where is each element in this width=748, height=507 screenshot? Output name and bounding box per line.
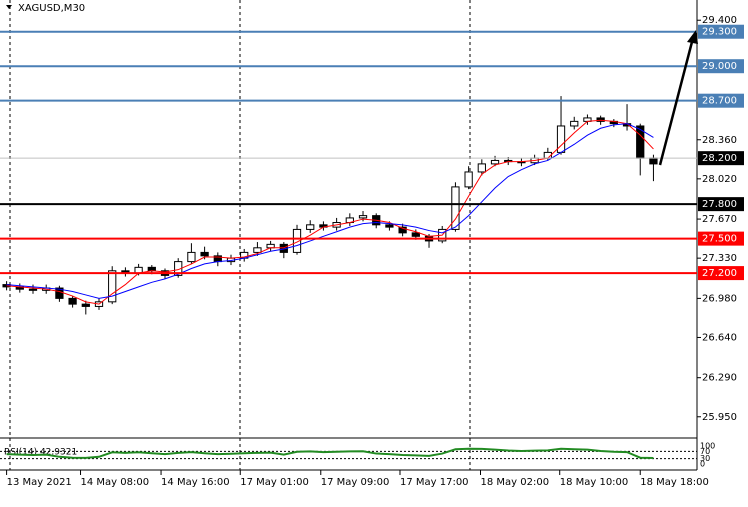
forecast-arrow <box>658 37 695 166</box>
candle-body <box>147 266 156 272</box>
x-tick-label: 18 May 18:00 <box>640 477 709 488</box>
indicator-tick-label: 30 <box>700 454 710 463</box>
level-label-box <box>698 266 744 281</box>
y-tick-label: 26.980 <box>702 293 737 304</box>
candle-body <box>411 232 420 237</box>
x-tick-label: 14 May 08:00 <box>81 477 150 488</box>
candle-body <box>28 288 38 291</box>
candle-body <box>253 247 262 253</box>
candle-body <box>266 243 275 249</box>
indicator-tick-label: 100 <box>700 442 715 451</box>
y-tick-label: 27.330 <box>702 253 737 264</box>
level-label-box <box>698 59 744 74</box>
level-label-box <box>698 197 744 212</box>
candle-body <box>200 251 209 257</box>
candle-body <box>81 303 90 307</box>
indicator-line <box>6 447 654 460</box>
candle-body <box>292 228 302 253</box>
candle-body <box>451 186 460 230</box>
indicator-tick-label: 0 <box>700 460 705 469</box>
level-label: 27.500 <box>702 234 737 245</box>
x-tick-label: 17 May 01:00 <box>240 477 309 488</box>
level-label: 27.200 <box>702 268 737 279</box>
x-tick-label: 14 May 16:00 <box>161 477 230 488</box>
candle-body <box>68 297 77 305</box>
level-label: 28.700 <box>702 96 737 107</box>
indicator-label: RSI(14) 42.9321 <box>4 448 77 458</box>
y-tick-label: 27.670 <box>702 214 737 225</box>
candle-body <box>464 171 473 188</box>
indicator-tick-label: 70 <box>700 447 710 456</box>
candle-body <box>385 224 394 228</box>
y-tick-label: 25.950 <box>702 412 737 423</box>
level-label: 29.300 <box>702 27 737 38</box>
level-label-box <box>698 24 744 39</box>
candle-body <box>358 215 368 219</box>
x-tick-label: 13 May 2021 <box>7 477 72 488</box>
y-tick-label: 28.020 <box>702 174 737 185</box>
candle-body <box>570 120 579 127</box>
plot: 29.400 28.360 28.020 27.670 27.330 26.980 26.6… <box>0 15 744 488</box>
chart-title: XAGUSD,M30 <box>18 3 85 14</box>
x-tick-label: 17 May 09:00 <box>321 477 390 488</box>
candle-body <box>398 226 407 234</box>
level-label: 28.200 <box>702 153 737 164</box>
level-label: 27.800 <box>702 199 737 210</box>
moving-average <box>6 123 654 299</box>
candle-body <box>596 117 605 122</box>
y-tick-label: 28.360 <box>702 135 737 146</box>
candle-body <box>477 163 486 173</box>
x-tick-label: 18 May 10:00 <box>560 477 629 488</box>
arrow-head <box>687 30 698 44</box>
level-label-box <box>698 93 744 108</box>
level-label-box <box>698 151 744 166</box>
level-label: 29.000 <box>702 61 737 72</box>
level-label-box <box>698 231 744 246</box>
candle-body <box>187 251 196 263</box>
x-tick-label: 18 May 02:00 <box>481 477 550 488</box>
y-tick-label: 29.400 <box>702 15 737 26</box>
x-tick-label: 17 May 17:00 <box>400 477 469 488</box>
candle-body <box>490 159 500 165</box>
candle-body <box>649 157 658 165</box>
menu-icon[interactable] <box>6 5 12 9</box>
y-tick-label: 26.290 <box>702 373 737 384</box>
candle-body <box>108 270 117 303</box>
candle-body <box>306 224 315 230</box>
y-tick-label: 26.640 <box>702 332 737 343</box>
